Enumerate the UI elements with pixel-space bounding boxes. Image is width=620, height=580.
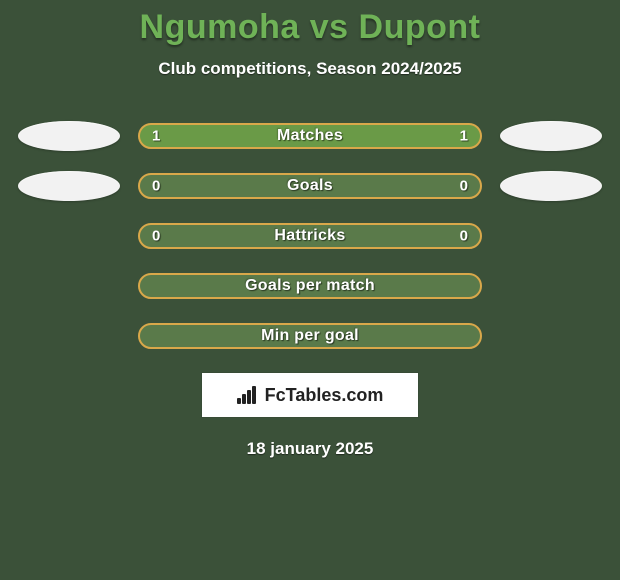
stat-bar: 0 Hattricks 0 — [138, 223, 482, 249]
player1-flag — [18, 121, 120, 151]
flag-spacer — [500, 221, 602, 251]
logo-text-a: Fc — [265, 385, 286, 405]
player2-flag — [500, 171, 602, 201]
flag-spacer — [18, 321, 120, 351]
player1-flag — [18, 171, 120, 201]
stat-value-left: 1 — [152, 128, 160, 145]
stat-label: Goals per match — [245, 277, 375, 295]
stat-rows: 1 Matches 1 0 Goals 0 0 Hattricks 0 Goals per mat… — [0, 121, 620, 351]
flag-spacer — [18, 271, 120, 301]
source-logo: FcTables.com — [202, 373, 418, 417]
logo-text-c: .com — [341, 385, 383, 405]
stat-bar: 1 Matches 1 — [138, 123, 482, 149]
subtitle: Club competitions, Season 2024/2025 — [158, 59, 461, 79]
stat-label: Hattricks — [274, 227, 345, 245]
stat-row: Min per goal — [0, 321, 620, 351]
date-label: 18 january 2025 — [247, 439, 374, 459]
stat-row: 0 Goals 0 — [0, 171, 620, 201]
stat-value-left: 0 — [152, 178, 160, 195]
stat-value-right: 1 — [460, 128, 468, 145]
chart-icon — [237, 386, 259, 404]
stat-label: Min per goal — [261, 327, 359, 345]
player2-name: Dupont — [359, 8, 481, 46]
player2-flag — [500, 121, 602, 151]
stat-value-right: 0 — [460, 178, 468, 195]
flag-spacer — [500, 271, 602, 301]
vs-label: vs — [310, 8, 349, 46]
stat-value-right: 0 — [460, 228, 468, 245]
flag-spacer — [500, 321, 602, 351]
stat-value-left: 0 — [152, 228, 160, 245]
content-root: Ngumoha vs Dupont Club competitions, Sea… — [0, 0, 620, 459]
stat-row: 0 Hattricks 0 — [0, 221, 620, 251]
stat-bar: Min per goal — [138, 323, 482, 349]
page-title: Ngumoha vs Dupont — [140, 8, 481, 47]
flag-spacer — [18, 221, 120, 251]
stat-bar: 0 Goals 0 — [138, 173, 482, 199]
stat-row: Goals per match — [0, 271, 620, 301]
stat-bar: Goals per match — [138, 273, 482, 299]
player1-name: Ngumoha — [140, 8, 300, 46]
stat-row: 1 Matches 1 — [0, 121, 620, 151]
logo-text: FcTables.com — [265, 385, 384, 406]
stat-label: Matches — [277, 127, 343, 145]
stat-label: Goals — [287, 177, 333, 195]
logo-text-b: Tables — [286, 385, 342, 405]
